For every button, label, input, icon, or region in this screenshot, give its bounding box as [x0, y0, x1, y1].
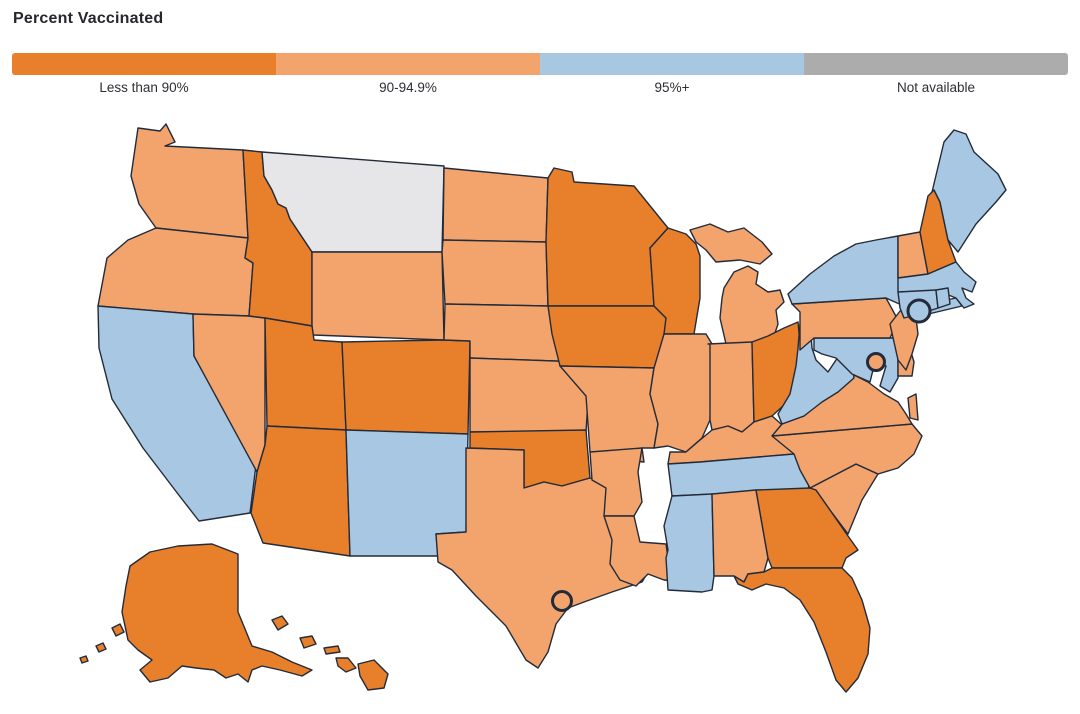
state-or[interactable]	[97, 227, 254, 317]
legend-swatch-lt90	[12, 53, 276, 75]
state-pa[interactable]	[791, 297, 899, 351]
city-marker-gulf-coast[interactable]	[551, 590, 573, 612]
state-il[interactable]	[649, 333, 713, 453]
state-ak[interactable]	[79, 543, 313, 683]
legend-swatch-na	[804, 53, 1068, 75]
state-wv[interactable]	[777, 321, 855, 425]
page-title: Percent Vaccinated	[13, 10, 164, 27]
state-wy[interactable]	[311, 251, 445, 341]
state-ri[interactable]	[935, 287, 951, 309]
state-wa[interactable]	[130, 123, 249, 239]
city-marker-northeast-coast[interactable]	[906, 298, 932, 324]
legend-swatch-95plus	[540, 53, 804, 75]
state-tx[interactable]	[435, 447, 655, 669]
legend-swatch-90-94.9	[276, 53, 540, 75]
legend-label-90-94.9: 90-94.9%	[379, 80, 437, 95]
legend-color-bar	[12, 53, 1068, 75]
state-fl[interactable]	[733, 567, 871, 693]
legend: Less than 90% 90-94.9% 95%+ Not available	[12, 53, 1068, 95]
legend-label-95plus: 95%+	[654, 80, 690, 95]
legend-label-lt90: Less than 90%	[99, 80, 189, 95]
state-mn[interactable]	[545, 167, 669, 307]
state-nd[interactable]	[442, 167, 549, 243]
state-wi[interactable]	[649, 227, 701, 335]
state-az[interactable]	[250, 425, 351, 557]
state-mi[interactable]	[689, 223, 785, 345]
state-sd[interactable]	[441, 239, 549, 307]
state-hi[interactable]	[271, 615, 389, 691]
state-ms[interactable]	[663, 493, 715, 593]
state-nc[interactable]	[771, 423, 923, 489]
legend-labels: Less than 90% 90-94.9% 95%+ Not available	[12, 80, 1068, 95]
city-marker-mid-atlantic[interactable]	[866, 352, 886, 372]
state-nj[interactable]	[889, 305, 919, 371]
state-ia[interactable]	[547, 305, 673, 369]
state-co[interactable]	[341, 339, 471, 435]
state-me[interactable]	[931, 129, 1007, 253]
state-in[interactable]	[707, 341, 755, 433]
legend-label-na: Not available	[896, 80, 976, 95]
